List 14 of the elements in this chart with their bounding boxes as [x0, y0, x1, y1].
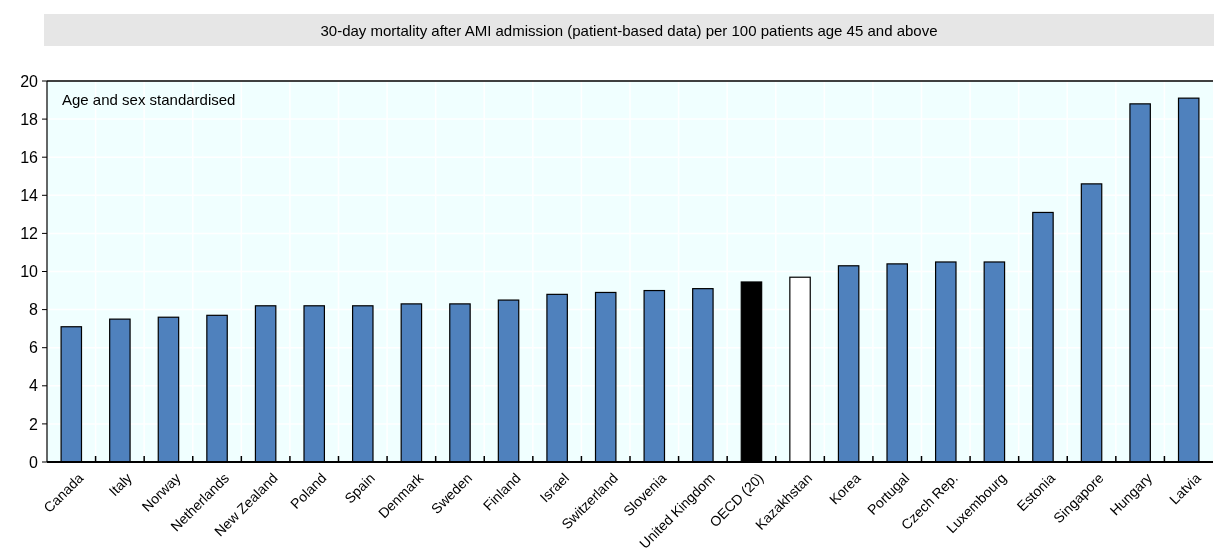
- y-tick-label: 10: [20, 263, 39, 281]
- y-tick-label: 2: [29, 415, 39, 433]
- y-tick-label: 18: [20, 110, 39, 128]
- annotation: Age and sex standardised: [62, 91, 236, 108]
- y-tick-label: 4: [29, 377, 39, 395]
- y-tick-label: 6: [29, 339, 39, 357]
- y-tick-label: 16: [20, 148, 39, 166]
- y-tick-label: 8: [29, 301, 39, 319]
- y-tick-label: 0: [29, 453, 39, 471]
- y-tick-label: 20: [20, 72, 39, 90]
- x-tick-label: Italy: [105, 469, 135, 500]
- y-tick-label: 14: [20, 186, 39, 204]
- chart-title: 30-day mortality after AMI admission (patient-based data) per 100 patients age 45 and above: [320, 22, 938, 39]
- y-tick-label: 12: [20, 225, 39, 242]
